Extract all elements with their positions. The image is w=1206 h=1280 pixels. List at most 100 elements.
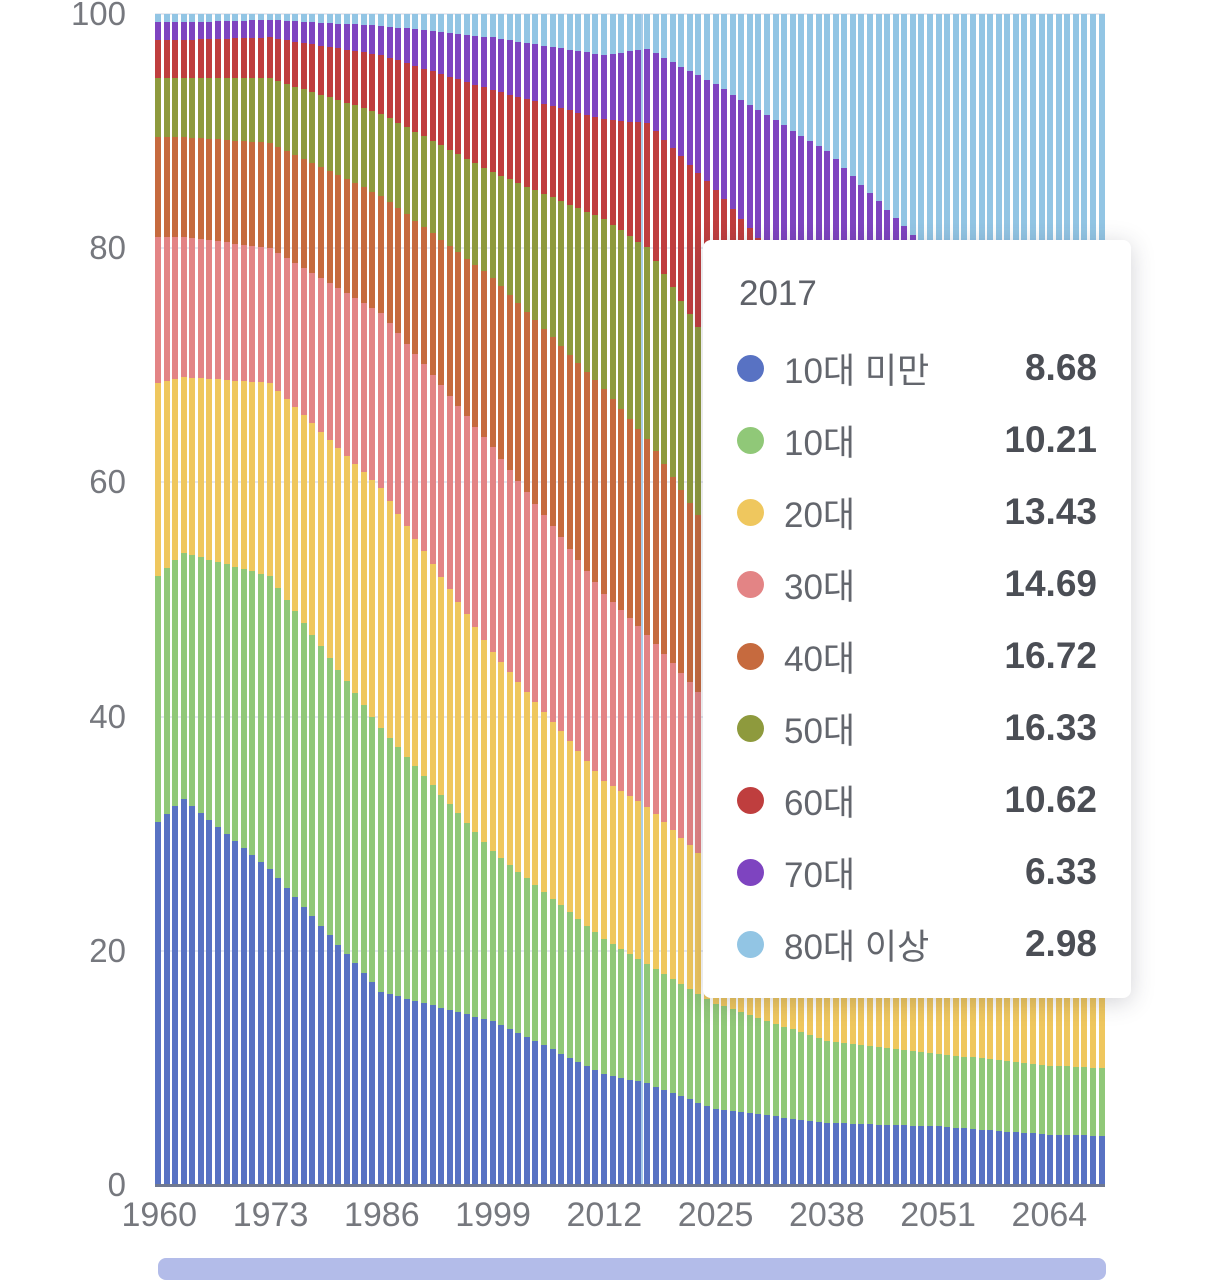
bar-segment[interactable] [292,14,299,22]
bar-segment[interactable] [266,37,273,79]
bar-segment[interactable] [155,822,161,1185]
bar-year-2013[interactable] [609,14,616,1185]
bar-segment[interactable] [695,853,702,994]
bar-segment[interactable] [695,993,702,1103]
bar-segment[interactable] [626,618,633,797]
bar-segment[interactable] [601,218,608,389]
bar-segment[interactable] [266,576,273,869]
bar-segment[interactable] [618,1077,625,1185]
bar-segment[interactable] [403,998,410,1185]
bar-segment[interactable] [566,204,573,355]
bar-segment[interactable] [549,898,556,1050]
bar-segment[interactable] [326,14,333,24]
bar-segment[interactable] [669,829,676,979]
bar-segment[interactable] [455,601,462,814]
bar-segment[interactable] [764,115,771,248]
bar-segment[interactable] [326,935,333,1185]
bar-segment[interactable] [489,14,496,38]
bar-segment[interactable] [309,44,316,92]
bar-segment[interactable] [163,136,170,237]
bar-segment[interactable] [635,241,642,429]
bar-segment[interactable] [420,551,427,776]
bar-segment[interactable] [395,14,402,28]
bar-year-2014[interactable] [618,14,625,1185]
bar-segment[interactable] [575,14,582,52]
bar-segment[interactable] [283,150,290,259]
bar-segment[interactable] [386,737,393,995]
bar-segment[interactable] [618,120,625,231]
bar-segment[interactable] [1012,962,1019,1062]
bar-segment[interactable] [635,122,642,242]
bar-segment[interactable] [815,1038,822,1122]
bar-segment[interactable] [386,26,393,58]
bar-segment[interactable] [189,555,196,806]
bar-segment[interactable] [317,22,324,46]
bar-segment[interactable] [215,38,222,79]
bar-segment[interactable] [180,22,187,40]
bar-segment[interactable] [575,112,582,209]
bar-segment[interactable] [1072,1135,1079,1185]
bar-segment[interactable] [189,39,196,79]
bar-segment[interactable] [1029,965,1036,1064]
bar-segment[interactable] [1047,1065,1054,1135]
bar-segment[interactable] [369,982,376,1185]
bar-segment[interactable] [935,950,942,1054]
bar-segment[interactable] [592,1069,599,1185]
bar-segment[interactable] [275,14,282,21]
bar-segment[interactable] [446,33,453,77]
bar-segment[interactable] [978,957,985,1059]
bar-segment[interactable] [575,751,582,919]
bar-segment[interactable] [772,1023,779,1117]
bar-segment[interactable] [386,994,393,1185]
bar-segment[interactable] [172,136,179,237]
bar-segment[interactable] [189,805,196,1185]
bar-segment[interactable] [498,38,505,93]
bar-segment[interactable] [326,439,333,659]
bar-segment[interactable] [232,566,239,841]
bar-segment[interactable] [429,14,436,32]
bar-segment[interactable] [858,1044,865,1125]
bar-segment[interactable] [240,569,247,848]
bar-segment[interactable] [472,626,479,833]
bar-segment[interactable] [541,14,548,46]
bar-segment[interactable] [815,14,822,146]
bar-segment[interactable] [695,1102,702,1185]
bar-year-2023[interactable] [695,14,702,1185]
bar-segment[interactable] [360,24,367,53]
bar-segment[interactable] [232,140,239,244]
bar-segment[interactable] [721,1006,728,1110]
bar-segment[interactable] [412,14,419,30]
bar-segment[interactable] [489,652,496,852]
bar-segment[interactable] [549,1049,556,1185]
bar-year-1979[interactable] [317,14,324,1185]
bar-segment[interactable] [515,481,522,682]
bar-segment[interactable] [283,20,290,41]
bar-segment[interactable] [317,646,324,926]
bar-segment[interactable] [618,948,625,1078]
bar-segment[interactable] [189,377,196,556]
bar-year-1966[interactable] [206,14,213,1185]
bar-segment[interactable] [275,20,282,39]
bar-segment[interactable] [369,53,376,111]
bar-segment[interactable] [523,311,530,493]
bar-segment[interactable] [1012,1132,1019,1185]
bar-year-1970[interactable] [240,14,247,1185]
bar-segment[interactable] [558,48,565,109]
bar-segment[interactable] [541,711,548,892]
bar-segment[interactable] [909,1125,916,1185]
bar-segment[interactable] [257,861,264,1185]
bar-segment[interactable] [961,1128,968,1185]
bar-segment[interactable] [309,916,316,1185]
bar-segment[interactable] [549,337,556,527]
bar-segment[interactable] [558,905,565,1054]
bar-year-1995[interactable] [455,14,462,1185]
bar-segment[interactable] [566,912,573,1058]
bar-segment[interactable] [1072,1066,1079,1136]
bar-segment[interactable] [498,14,505,39]
bar-segment[interactable] [755,1114,762,1185]
bar-segment[interactable] [661,57,668,140]
bar-segment[interactable] [1029,1063,1036,1134]
bar-segment[interactable] [1004,961,1011,1062]
bar-segment[interactable] [866,1124,873,1185]
bar-segment[interactable] [686,988,693,1100]
